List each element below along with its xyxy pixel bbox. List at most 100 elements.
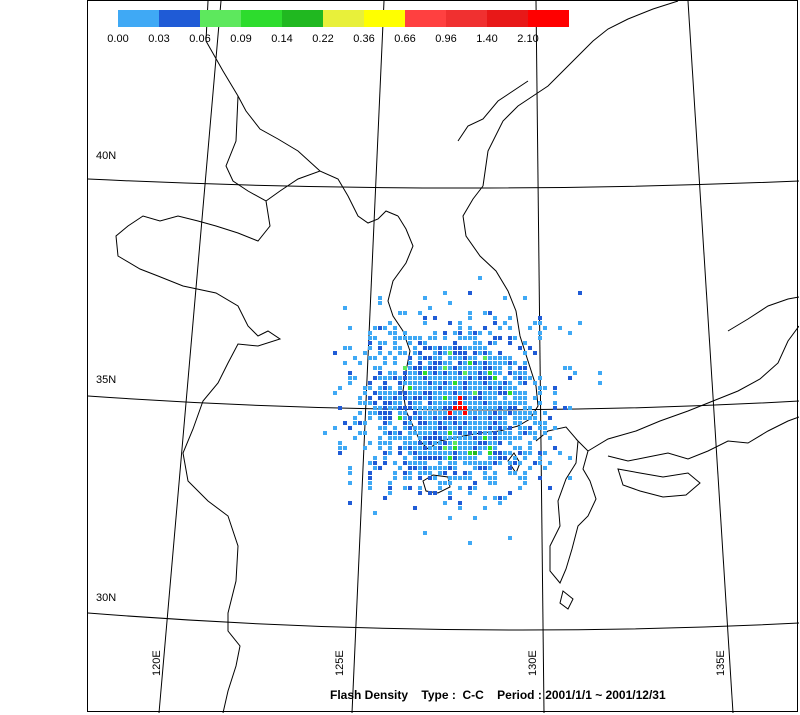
density-cell — [453, 401, 457, 405]
legend-tick-label: 0.36 — [353, 33, 375, 45]
density-cell — [438, 441, 442, 445]
density-cell — [458, 346, 462, 350]
density-cell — [443, 361, 447, 365]
density-cell — [418, 471, 422, 475]
density-cell — [383, 421, 387, 425]
density-cell — [518, 376, 522, 380]
density-cell — [408, 341, 412, 345]
density-cell — [483, 371, 487, 375]
density-cell — [498, 436, 502, 440]
density-cell — [528, 326, 532, 330]
density-cell — [503, 416, 507, 420]
density-cell — [513, 436, 517, 440]
legend-swatch — [446, 10, 487, 27]
density-cell — [398, 381, 402, 385]
density-cell — [473, 411, 477, 415]
density-cell — [433, 391, 437, 395]
density-cell — [388, 391, 392, 395]
density-cell — [503, 321, 507, 325]
density-cell — [418, 361, 422, 365]
density-cell — [543, 421, 547, 425]
density-cell — [423, 366, 427, 370]
density-cell — [383, 461, 387, 465]
density-cell — [518, 486, 522, 490]
density-cell — [423, 296, 427, 300]
density-cell — [543, 411, 547, 415]
density-cell — [513, 361, 517, 365]
density-cell — [448, 461, 452, 465]
density-cell — [513, 391, 517, 395]
density-cell — [513, 456, 517, 460]
density-cell — [528, 406, 532, 410]
density-cell — [433, 476, 437, 480]
density-cell — [428, 306, 432, 310]
density-cell — [483, 476, 487, 480]
density-cell — [348, 376, 352, 380]
density-cell — [478, 346, 482, 350]
density-cell — [393, 361, 397, 365]
density-cell — [523, 341, 527, 345]
density-cell — [508, 461, 512, 465]
legend-swatch — [528, 10, 569, 27]
density-cell — [448, 446, 452, 450]
density-cell — [518, 346, 522, 350]
density-cell — [458, 431, 462, 435]
density-cell — [463, 346, 467, 350]
density-cell — [488, 391, 492, 395]
lon-label-125e: 125E — [334, 650, 346, 676]
density-cell — [443, 471, 447, 475]
caption-type-value: C-C — [462, 688, 484, 702]
density-cell — [448, 421, 452, 425]
density-cell — [508, 366, 512, 370]
density-cell — [403, 441, 407, 445]
density-cell — [478, 361, 482, 365]
legend-tick-label: 0.00 — [107, 33, 129, 45]
density-cell — [443, 446, 447, 450]
density-cell — [428, 441, 432, 445]
density-cell — [488, 396, 492, 400]
density-cell — [443, 466, 447, 470]
density-cell — [473, 366, 477, 370]
density-cell — [403, 476, 407, 480]
density-cell — [348, 346, 352, 350]
density-cell — [498, 426, 502, 430]
density-cell — [413, 426, 417, 430]
density-cell — [348, 426, 352, 430]
density-cell — [473, 486, 477, 490]
density-cell — [508, 391, 512, 395]
density-cell — [433, 451, 437, 455]
density-cell — [518, 476, 522, 480]
density-cell — [468, 491, 472, 495]
density-cell — [443, 371, 447, 375]
density-cell — [418, 446, 422, 450]
density-cell — [413, 466, 417, 470]
density-cell — [443, 381, 447, 385]
density-cell — [468, 541, 472, 545]
density-cell — [443, 451, 447, 455]
density-cell — [393, 326, 397, 330]
density-cell — [468, 396, 472, 400]
density-cell — [463, 426, 467, 430]
density-cell — [468, 411, 472, 415]
density-cell — [433, 416, 437, 420]
density-cell — [433, 351, 437, 355]
density-cell — [448, 416, 452, 420]
density-cell — [418, 451, 422, 455]
density-cell — [398, 451, 402, 455]
density-cell — [408, 391, 412, 395]
density-cell — [448, 381, 452, 385]
density-cell — [378, 326, 382, 330]
density-cell — [498, 386, 502, 390]
density-cell — [428, 336, 432, 340]
density-cell — [443, 391, 447, 395]
density-cell — [473, 406, 477, 410]
density-cell — [493, 336, 497, 340]
density-cell — [488, 331, 492, 335]
density-cell — [408, 436, 412, 440]
density-cell — [463, 386, 467, 390]
density-cell — [453, 381, 457, 385]
density-cell — [478, 416, 482, 420]
density-cell — [473, 341, 477, 345]
density-cell — [418, 421, 422, 425]
density-cell — [378, 371, 382, 375]
